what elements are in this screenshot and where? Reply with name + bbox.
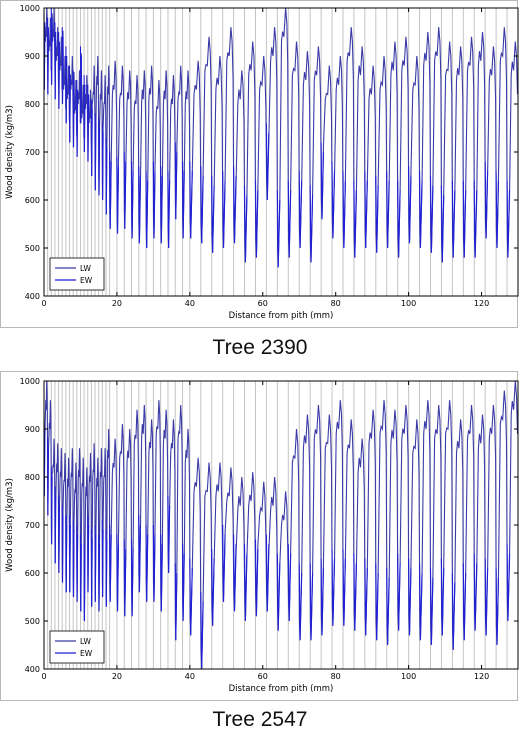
density-chart-1: 400 500 600 700 800 900 1000 0 20 40 60 80 100 120 Dis…: [5, 4, 519, 321]
y-tick-label: 1000: [20, 377, 40, 386]
y-tick-label: 800: [25, 100, 40, 109]
y-tick-label: 700: [25, 148, 40, 157]
y-tick-label: 900: [25, 425, 40, 434]
x-tick-label: 80: [331, 672, 341, 681]
x-tick-label: 20: [112, 672, 122, 681]
x-tick-label: 40: [185, 672, 195, 681]
x-tick-label: 100: [401, 299, 416, 308]
x-tick-label: 0: [41, 672, 46, 681]
y-tick-label: 900: [25, 52, 40, 61]
x-axis-label: Distance from pith (mm): [229, 311, 334, 321]
y-tick-label: 700: [25, 521, 40, 530]
legend-label-ew: EW: [80, 276, 93, 285]
chart-panel-tree-2547: 400 500 600 700 800 900 1000 0 20 40 60 80 100 120 Dis…: [0, 371, 520, 701]
chart-panel-tree-2390: 400 500 600 700 800 900 1000 0 20 40 60 80 100 120 Dis…: [0, 0, 520, 328]
x-tick-label: 0: [41, 299, 46, 308]
x-tick-label: 80: [331, 299, 341, 308]
x-tick-label: 120: [474, 672, 489, 681]
legend-box: [49, 630, 105, 664]
y-tick-label: 600: [25, 196, 40, 205]
x-tick-label: 60: [258, 299, 268, 308]
x-tick-label: 20: [112, 299, 122, 308]
y-tick-label: 600: [25, 569, 40, 578]
legend-label-lw: LW: [80, 637, 91, 646]
x-axis-label: Distance from pith (mm): [229, 684, 334, 694]
y-tick-label: 800: [25, 473, 40, 482]
legend-box: [49, 257, 105, 291]
y-tick-label: 400: [25, 292, 40, 301]
y-axis-label: Wood density (kg/m3): [5, 478, 15, 572]
caption-tree-2390: Tree 2390: [212, 336, 308, 359]
y-tick-label: 1000: [20, 4, 40, 13]
y-tick-label: 400: [25, 665, 40, 674]
legend-label-lw: LW: [80, 264, 91, 273]
x-tick-label: 100: [401, 672, 416, 681]
caption-tree-2547: Tree 2547: [212, 708, 308, 731]
density-chart-2: 400 500 600 700 800 900 1000 0 20 40 60 80 100 120 Dis…: [5, 377, 519, 694]
x-tick-label: 60: [258, 672, 268, 681]
y-tick-label: 500: [25, 244, 40, 253]
y-axis-label: Wood density (kg/m3): [5, 105, 15, 199]
y-tick-label: 500: [25, 617, 40, 626]
x-tick-label: 40: [185, 299, 195, 308]
x-tick-label: 120: [474, 299, 489, 308]
legend-label-ew: EW: [80, 649, 93, 658]
